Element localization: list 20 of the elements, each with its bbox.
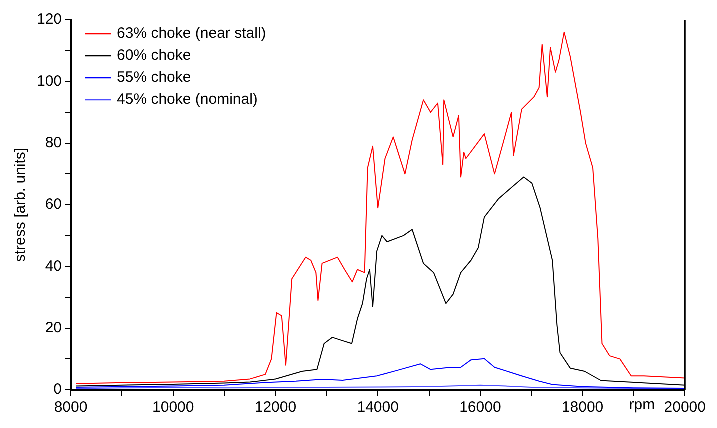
x-tick-label: 20000 bbox=[664, 399, 706, 416]
x-tick-label: 18000 bbox=[562, 399, 604, 416]
legend-label: 45% choke (nominal) bbox=[117, 91, 258, 108]
x-tick-label: 16000 bbox=[460, 399, 502, 416]
x-tick-label: 14000 bbox=[357, 399, 399, 416]
x-axis-title: rpm bbox=[629, 396, 656, 414]
y-tick-label: 120 bbox=[36, 11, 62, 28]
legend-label: 60% choke bbox=[117, 47, 192, 64]
y-tick-label: 100 bbox=[36, 72, 62, 90]
y-tick-label: 60 bbox=[45, 196, 62, 214]
y-tick-label: 40 bbox=[45, 258, 62, 275]
y-tick-label: 20 bbox=[45, 319, 62, 336]
legend-label: 55% choke bbox=[117, 69, 192, 86]
x-tick-label: 10000 bbox=[152, 399, 194, 416]
x-tick-label: 12000 bbox=[254, 399, 297, 416]
x-tick-label: 8000 bbox=[54, 399, 88, 416]
legend-label: 63% choke (near stall) bbox=[117, 25, 266, 42]
y-axis-title: stress [arb. units] bbox=[12, 148, 30, 262]
y-tick-label: 0 bbox=[54, 381, 62, 398]
y-tick-label: 80 bbox=[45, 134, 62, 152]
